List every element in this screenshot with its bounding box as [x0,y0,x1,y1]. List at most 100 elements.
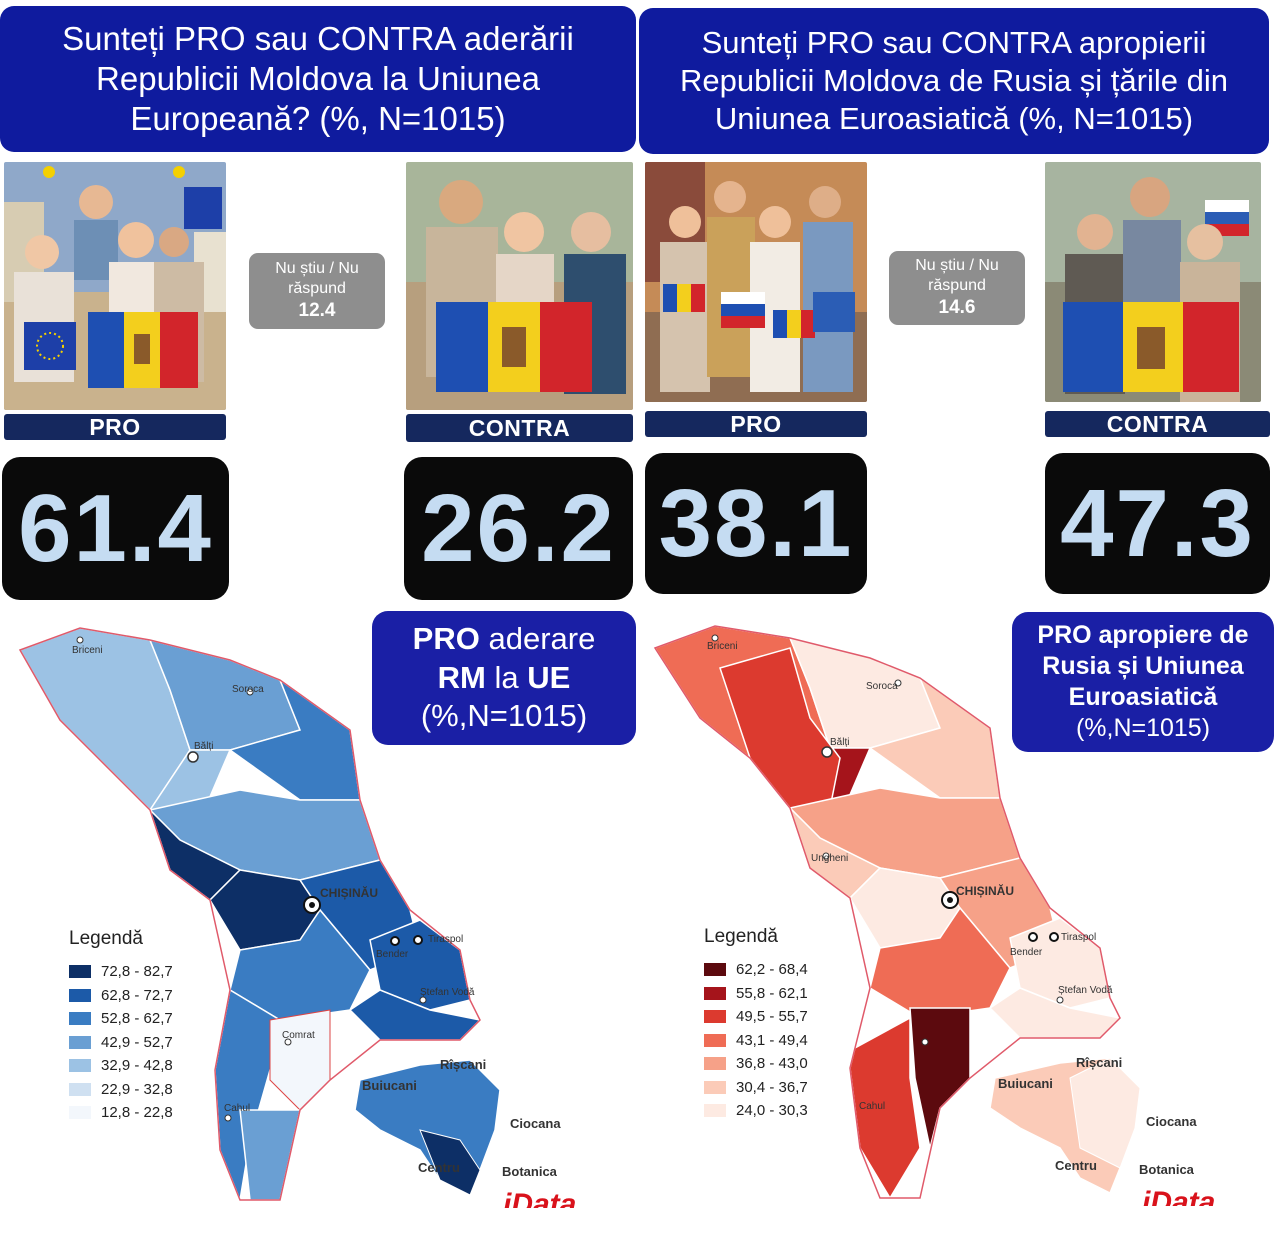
inset-centru [419,1129,481,1196]
legend-swatch [704,986,726,1000]
city-label: Soroca [232,684,264,695]
map-title-text: (%,N=1015) [1075,714,1211,743]
city-label: Comrat [282,1030,315,1041]
city-label: Bender [1010,947,1043,958]
legend-item: 52,8 - 62,7 [69,1007,173,1031]
dont-know-label: răspund [928,276,986,294]
legend-range: 43,1 - 49,4 [736,1031,808,1049]
pro-value-eu: 61.4 [2,457,229,600]
city-label: Bălți [194,741,214,752]
legend-range: 52,8 - 62,7 [101,1010,173,1028]
legend-swatch [69,965,91,979]
legend-swatch [69,1012,91,1026]
contra-label-eu: CONTRA [406,414,633,442]
legend-item: 42,9 - 52,7 [69,1031,173,1055]
sector-label: Buiucani [998,1076,1053,1091]
map-title-bold: UE [527,659,571,695]
legend-range: 12,8 - 22,8 [101,1104,173,1122]
legend-swatch [704,1033,726,1047]
map-legend-eu: Legendă 72,8 - 82,7 62,8 - 72,7 52,8 - 62,… [69,928,173,1125]
legend-range: 42,9 - 52,7 [101,1033,173,1051]
legend-range: 36,8 - 43,0 [736,1055,808,1073]
legend-range: 32,9 - 42,8 [101,1057,173,1075]
question-line: Sunteți PRO sau CONTRA apropierii [701,25,1207,61]
sector-label: Ciocana [1146,1114,1197,1129]
map-title-box-eu: PRO aderare RM la UE (%,N=1015) [372,611,636,745]
contra-eu-photo [406,162,633,410]
legend-item: 36,8 - 43,0 [704,1052,808,1076]
question-line: Sunteți PRO sau CONTRA aderării [62,19,574,57]
legend-swatch [69,1035,91,1049]
city-label: Bălți [830,737,850,748]
brand-logo: iData [503,1188,577,1208]
dont-know-label: Nu știu / Nu [275,260,359,278]
contra-value-eu: 26.2 [404,457,633,600]
sector-label: Rîșcani [440,1057,487,1072]
legend-title: Legendă [69,928,143,949]
city-label: Ștefan Vodă [1058,985,1113,996]
sector-label: Ciocana [510,1116,561,1131]
pro-russia-photo [645,162,867,402]
city-label: Briceni [72,645,103,656]
legend-swatch [704,1057,726,1071]
city-label: Tiraspol [1061,932,1097,943]
map-title-bold: PRO [412,620,480,656]
map-title-box-russia: PRO apropiere de Rusia și Uniunea Euroas… [1012,612,1274,752]
dont-know-value-eu: 12.4 [298,299,336,321]
map-russia [653,625,1140,1200]
map-title-text: (%,N=1015) [420,698,588,734]
legend-item: 30,4 - 36,7 [704,1076,808,1100]
legend-item: 12,8 - 22,8 [69,1101,173,1125]
dont-know-box-eu: Nu știu / Nu răspund 12.4 [249,253,385,329]
dont-know-label: răspund [288,279,346,297]
map-title-bold: RM [437,659,486,695]
map-eu [18,627,501,1203]
legend-item: 72,8 - 82,7 [69,960,173,984]
legend-item: 22,9 - 32,8 [69,1078,173,1102]
map-title-text: Euroasiatică [1068,683,1218,711]
legend-range: 30,4 - 36,7 [736,1078,808,1096]
city-label: Ungheni [811,853,849,864]
legend-range: 62,8 - 72,7 [101,986,173,1004]
legend-swatch [704,1010,726,1024]
dont-know-value-russia: 14.6 [938,296,976,318]
legend-range: 62,2 - 68,4 [736,961,808,979]
sector-label: Botanica [502,1164,557,1179]
pro-label-eu: PRO [4,414,226,440]
city-label: Ștefan Vodă [420,987,475,998]
legend-item: 32,9 - 42,8 [69,1054,173,1078]
legend-swatch [69,1082,91,1096]
question-line: Europeană? (%, N=1015) [130,100,506,138]
sector-label: Buiucani [362,1078,417,1093]
map-title-text: aderare [488,620,596,656]
legend-item: 24,0 - 30,3 [704,1099,808,1123]
city-label: Cahul [224,1103,251,1114]
sector-label: Rîșcani [1076,1055,1123,1070]
legend-item: 62,2 - 68,4 [704,958,808,982]
sector-label: Centru [1055,1158,1097,1173]
city-label: Bender [376,949,409,960]
pro-eu-photo [4,162,226,410]
legend-range: 49,5 - 55,7 [736,1008,808,1026]
sector-label: Botanica [1139,1162,1194,1177]
legend-swatch [69,988,91,1002]
sector-label: Centru [418,1160,460,1175]
city-label: Soroca [866,681,898,692]
question-line: Republicii Moldova la Uniunea [96,59,540,97]
legend-range: 24,0 - 30,3 [736,1102,808,1120]
legend-swatch [704,1104,726,1118]
legend-item: 62,8 - 72,7 [69,984,173,1008]
map-title-text: PRO apropiere de [1037,620,1249,649]
legend-item: 55,8 - 62,1 [704,982,808,1006]
legend-range: 22,9 - 32,8 [101,1080,173,1098]
legend-swatch [69,1106,91,1120]
map-legend-russia: Legendă 62,2 - 68,4 55,8 - 62,1 49,5 - 55,… [704,926,808,1123]
dont-know-box-russia: Nu știu / Nu răspund 14.6 [889,251,1025,325]
region-south [239,1109,301,1201]
city-label: Briceni [707,641,738,652]
legend-swatch [704,1080,726,1094]
contra-russia-photo [1045,162,1261,402]
legend-swatch [704,963,726,977]
legend-item: 43,1 - 49,4 [704,1029,808,1053]
legend-range: 72,8 - 82,7 [101,963,173,981]
